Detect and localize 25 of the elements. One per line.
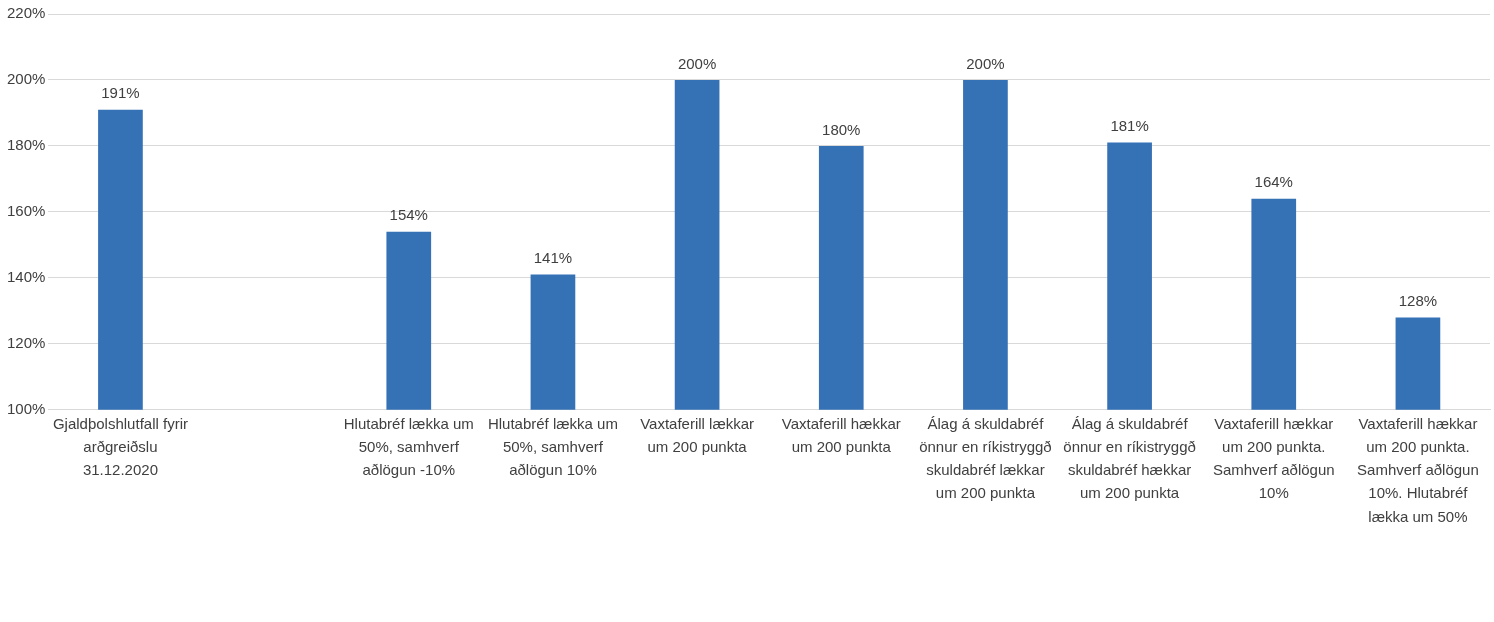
data-label: 128%	[1398, 292, 1438, 310]
y-tick-label: 200%	[6, 70, 46, 88]
data-label: 164%	[1254, 173, 1293, 191]
data-label: 191%	[101, 84, 140, 102]
x-tick-label: Hlutabréf lækka um 50%, samhverf aðlögun 10%	[487, 414, 618, 479]
data-label: 200%	[677, 54, 717, 72]
y-tick-label: 180%	[6, 136, 46, 154]
y-tick-label: 120%	[6, 333, 46, 351]
data-label: 154%	[389, 206, 428, 224]
data-label: 181%	[1110, 117, 1149, 135]
data-label: 141%	[533, 249, 573, 267]
x-tick-label: Vaxtaferill hækkar um 200 punkta	[781, 414, 901, 455]
data-label: 180%	[822, 120, 861, 138]
y-tick-label: 220%	[6, 4, 46, 22]
x-tick-label: Hlutabréf lækka um 50%, samhverf aðlögun -10%	[343, 414, 474, 479]
x-tick-label: Álag á skuldabréf önnur en ríkistryggð skuldabréf hækkar um 200 punkta	[1063, 414, 1196, 502]
data-label: 200%	[966, 54, 1005, 72]
x-tick-label: Vaxtaferill hækkar um 200 punkta. Samhverf aðlögun 10%. Hlutabréf lækka um 50%	[1357, 414, 1479, 525]
y-tick-label: 160%	[6, 202, 46, 220]
x-tick-label: Gjaldþolshlutfall fyrir arðgreiðslu 31.12.2020	[52, 414, 188, 479]
y-tick-label: 100%	[6, 399, 46, 417]
y-tick-label: 140%	[6, 267, 46, 285]
x-tick-label: Álag á skuldabréf önnur en ríkistryggð skuldabréf lækkar um 200 punkta	[919, 414, 1052, 502]
x-tick-label: Vaxtaferill lækkar um 200 punkta	[640, 414, 755, 455]
x-tick-label: Vaxtaferill hækkar um 200 punkta. Samhverf aðlögun 10%	[1212, 414, 1335, 502]
